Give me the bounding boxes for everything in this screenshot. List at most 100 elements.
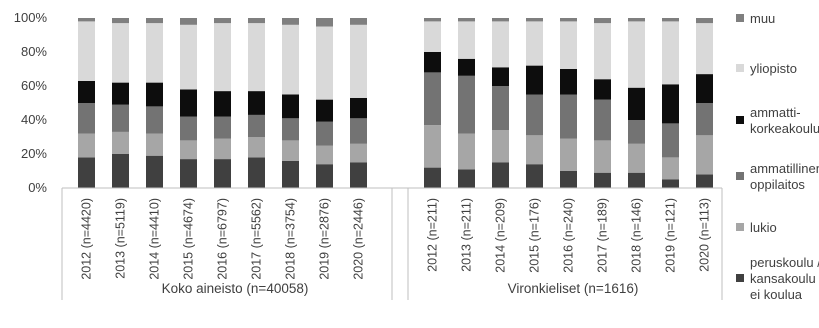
- bar-segment: [424, 18, 441, 22]
- bar-segment: [78, 133, 95, 158]
- bar-segment: [180, 159, 197, 188]
- bar-segment: [662, 123, 679, 158]
- bar-segment: [662, 21, 679, 85]
- bar-segment: [628, 21, 645, 88]
- bar-segment: [594, 172, 611, 188]
- bar-segment: [560, 18, 577, 22]
- bar-segment: [316, 164, 333, 188]
- bar-segment: [248, 91, 265, 115]
- bar-segment: [350, 143, 367, 163]
- bar-segment: [248, 114, 265, 137]
- bar-segment: [350, 24, 367, 98]
- legend-label: ammatti-: [750, 105, 801, 120]
- bar-segment: [180, 89, 197, 117]
- bar-segment: [560, 94, 577, 139]
- group-label: Koko aineisto (n=40058): [162, 281, 309, 296]
- bar-segment: [180, 18, 197, 25]
- legend-swatch: [736, 172, 744, 180]
- legend-label: muu: [750, 11, 775, 26]
- x-tick-label: 2017 (n=5562): [250, 198, 264, 280]
- legend-label: kansakoulu /: [750, 271, 819, 286]
- bar-segment: [350, 97, 367, 119]
- bar-segment: [180, 24, 197, 90]
- bar-segment: [214, 159, 231, 188]
- bar-segment: [146, 155, 163, 188]
- x-tick-label: 2013 (n=211): [460, 198, 474, 272]
- bar-segment: [282, 140, 299, 161]
- x-tick-label: 2015 (n=176): [528, 198, 542, 273]
- bar-segment: [594, 23, 611, 80]
- bar-segment: [696, 74, 713, 103]
- bar-segment: [628, 143, 645, 173]
- x-tick-label: 2014 (n=4410): [148, 198, 162, 280]
- bar-segment: [112, 104, 129, 132]
- bar-segment: [526, 94, 543, 136]
- legend-swatch: [736, 14, 744, 22]
- legend-label: yliopisto: [750, 61, 797, 76]
- bar-segment: [112, 131, 129, 154]
- y-tick-label: 40%: [21, 112, 47, 127]
- bar-segment: [696, 18, 713, 24]
- bar-segment: [594, 79, 611, 100]
- bar-segment: [248, 18, 265, 24]
- bar-segment: [458, 169, 475, 188]
- bar-segment: [594, 18, 611, 24]
- bar-segment: [526, 18, 543, 22]
- bar-segment: [662, 157, 679, 180]
- y-tick-label: 20%: [21, 146, 47, 161]
- bar-segment: [214, 91, 231, 117]
- y-tick-label: 80%: [21, 44, 47, 59]
- bar-segment: [458, 58, 475, 76]
- bar-segment: [560, 69, 577, 95]
- bar-segment: [492, 130, 509, 163]
- bar-segment: [492, 86, 509, 131]
- bar-segment: [662, 18, 679, 22]
- bar-segment: [214, 116, 231, 139]
- legend-label: ei koulua: [750, 287, 803, 302]
- x-tick-label: 2020 (n=113): [698, 198, 712, 272]
- x-tick-label: 2016 (n=240): [562, 198, 576, 273]
- bar-segment: [112, 18, 129, 24]
- legend-swatch: [736, 274, 744, 282]
- y-tick-label: 60%: [21, 78, 47, 93]
- bar-segment: [594, 99, 611, 141]
- bar-segment: [492, 21, 509, 68]
- bar-segment: [560, 171, 577, 188]
- legend-label: peruskoulu /: [750, 255, 819, 270]
- bar-segment: [424, 125, 441, 168]
- bar-segment: [78, 18, 95, 22]
- bar-segment: [316, 18, 333, 27]
- x-tick-label: 2014 (n=209): [494, 198, 508, 273]
- bar-segment: [492, 67, 509, 86]
- bar-segment: [214, 138, 231, 160]
- x-tick-label: 2015 (n=4674): [182, 198, 196, 280]
- bar-segment: [316, 99, 333, 122]
- x-tick-label: 2019 (n=121): [664, 198, 678, 273]
- bar-segment: [526, 164, 543, 188]
- bar-segment: [146, 133, 163, 156]
- x-tick-label: 2012 (n=211): [426, 198, 440, 272]
- bar-segment: [146, 82, 163, 107]
- x-tick-label: 2020 (n=2446): [352, 198, 366, 280]
- bar-segment: [560, 138, 577, 171]
- legend-label: korkeakoulu: [750, 121, 819, 136]
- bar-segment: [180, 116, 197, 141]
- x-tick-label: 2013 (n=5119): [114, 198, 128, 279]
- bar-segment: [696, 135, 713, 175]
- bar-segment: [350, 18, 367, 25]
- bar-segment: [526, 135, 543, 165]
- y-tick-label: 100%: [14, 10, 48, 25]
- bar-segment: [316, 121, 333, 146]
- legend-label: oppilaitos: [750, 177, 805, 192]
- bar-segment: [214, 18, 231, 24]
- x-tick-label: 2018 (n=3754): [284, 198, 298, 280]
- bar-segment: [628, 87, 645, 120]
- bar-segment: [458, 75, 475, 134]
- legend-swatch: [736, 116, 744, 124]
- bar-segment: [458, 21, 475, 59]
- bar-segment: [214, 23, 231, 92]
- bar-segment: [248, 137, 265, 158]
- bar-segment: [696, 103, 713, 136]
- bar-segment: [628, 172, 645, 188]
- bar-segment: [282, 160, 299, 188]
